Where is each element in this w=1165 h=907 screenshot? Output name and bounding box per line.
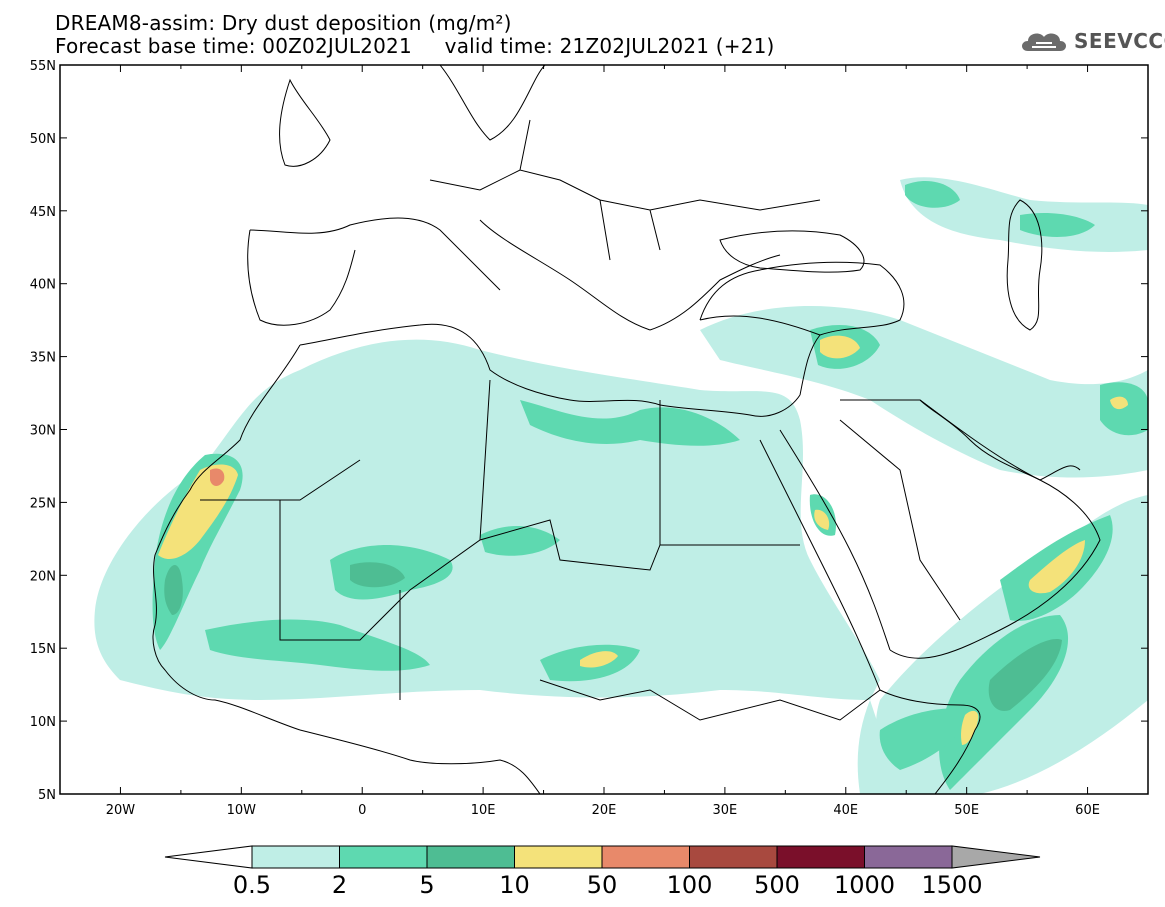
coastline-europe: [249, 217, 781, 331]
shade-level-3: [164, 565, 183, 615]
lon-tick-label: 30E: [713, 803, 738, 818]
colorbar-swatch: [864, 845, 953, 869]
lat-tick-label: 40N: [30, 278, 56, 293]
border-sahara-1: [279, 500, 800, 641]
border-arabia: [839, 399, 961, 621]
colorbar-label: 1000: [834, 871, 895, 899]
shade-level-2: [879, 708, 975, 770]
shade-level-1: [857, 700, 900, 794]
lon-tick-label: 20W: [106, 803, 136, 818]
coastline-north-africa: [299, 323, 801, 417]
coastline-gulf-of-guinea: [299, 729, 541, 794]
shade-level-5: [210, 468, 225, 486]
colorbar-over-arrow: [951, 845, 1041, 869]
lon-tick-label: 10E: [471, 803, 496, 818]
border-europe: [429, 119, 821, 261]
lat-tick-label: 30N: [30, 424, 56, 439]
coastline-black-sea: [719, 230, 865, 273]
cloud-icon: [1022, 33, 1066, 51]
lon-tick-label: 0: [358, 803, 366, 818]
coastline-britain: [279, 78, 331, 167]
border-sahara-2: [200, 379, 661, 700]
lon-tick-label: 50E: [954, 803, 979, 818]
lat-tick-label: 45N: [30, 205, 56, 220]
latitude-axis: 55N 50N 45N 40N 35N 30N 25N 20N 15N 10N 5N: [30, 59, 1148, 803]
shade-level-2: [1020, 213, 1095, 237]
shade-level-4: [961, 710, 979, 745]
coastline-caspian: [1006, 199, 1043, 331]
shade-level-2: [205, 619, 430, 671]
colorbar-label: 2: [332, 871, 347, 899]
shade-level-2: [480, 525, 560, 556]
coastlines-and-borders: [152, 65, 1101, 794]
logo-text: SEEVCCC: [1074, 29, 1165, 53]
shade-level-4: [814, 509, 830, 530]
coastline-levant: [799, 334, 821, 396]
colorbar-label: 50: [587, 871, 618, 899]
lon-tick-label: 10W: [227, 803, 257, 818]
deposition-shading: [94, 177, 1148, 794]
colorbar-label: 1500: [921, 871, 982, 899]
shade-level-4: [820, 335, 860, 359]
coastline-arabia: [889, 399, 1101, 659]
shade-level-4: [580, 651, 618, 668]
colorbar-label: 10: [499, 871, 530, 899]
longitude-axis: 20W 10W 0 10E 20E 30E 40E 50E 60E: [59, 65, 1149, 818]
colorbar-swatch: [689, 845, 778, 869]
coastline-red-sea: [759, 429, 891, 691]
colorbar-label: 5: [419, 871, 434, 899]
lat-tick-label: 15N: [30, 642, 56, 657]
border-east-africa: [539, 679, 881, 721]
lat-tick-label: 35N: [30, 351, 56, 366]
colorbar-swatch: [251, 845, 340, 869]
colorbar-under-arrow: [164, 845, 253, 869]
lat-tick-label: 20N: [30, 569, 56, 584]
shade-level-4: [1028, 540, 1085, 594]
lat-tick-label: 50N: [30, 132, 56, 147]
colorbar-label: 100: [667, 871, 713, 899]
shade-level-4: [158, 464, 238, 560]
lat-tick-label: 10N: [30, 715, 56, 730]
colorbar: 0.5 2 5 10 50 100 500 1000 1500: [164, 845, 1041, 899]
lat-tick-label: 55N: [30, 59, 56, 74]
seevccc-logo: SEEVCCC: [1018, 26, 1165, 56]
forecast-time-line: Forecast base time: 00Z02JUL2021 valid t…: [55, 34, 775, 58]
shade-level-2: [520, 400, 740, 446]
lat-tick-label: 5N: [38, 788, 56, 803]
colorbar-swatch: [514, 845, 603, 869]
colorbar-swatch: [601, 845, 690, 869]
coastline-horn-of-africa: [879, 689, 981, 794]
colorbar-label: 0.5: [233, 871, 271, 899]
coastline-anatolia: [699, 261, 905, 336]
lon-tick-label: 60E: [1075, 803, 1100, 818]
coastline-iberia: [247, 229, 356, 326]
lon-tick-label: 40E: [833, 803, 858, 818]
coastline-scandinavia: [439, 65, 546, 141]
colorbar-label: 500: [754, 871, 800, 899]
colorbar-swatch: [339, 845, 428, 869]
shade-level-2: [905, 180, 960, 208]
lat-tick-label: 25N: [30, 496, 56, 511]
lon-tick-label: 20E: [592, 803, 617, 818]
map-title: DREAM8-assim: Dry dust deposition (mg/m²…: [55, 11, 512, 35]
shade-level-3: [350, 562, 405, 588]
shade-level-2: [1100, 382, 1148, 436]
colorbar-swatch: [426, 845, 515, 869]
shade-level-3: [988, 639, 1062, 711]
colorbar-swatch: [776, 845, 865, 869]
coastline-west-africa: [152, 344, 301, 731]
shade-level-4: [1110, 396, 1128, 410]
